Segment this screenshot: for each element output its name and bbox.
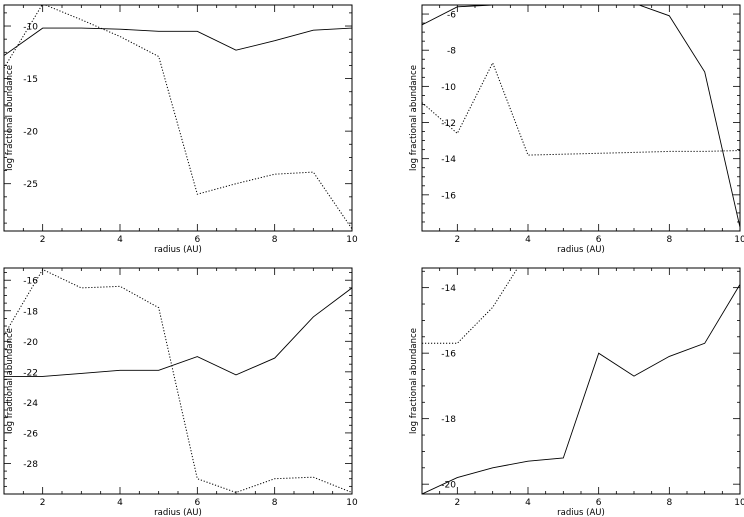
x-tick-label: 8 <box>272 235 278 245</box>
y-axis-label: log fractional abundance <box>409 328 419 434</box>
x-tick-label: 4 <box>525 498 531 508</box>
y-tick-label: -26 <box>23 429 38 439</box>
x-tick-label: 10 <box>346 235 358 245</box>
y-tick-label: -16 <box>441 350 456 360</box>
panel-bottom-right: 2 4 6 8 10 -14 -16 -18 -20 radius (AU) log fractio… <box>409 267 744 517</box>
y-tick-label: -16 <box>23 277 38 287</box>
y-tick-label: -20 <box>23 338 38 348</box>
x-tick-label: 10 <box>734 235 744 245</box>
x-tick-label: 4 <box>525 235 531 245</box>
y-tick-label: -25 <box>23 180 38 190</box>
x-tick-label: 6 <box>596 235 602 245</box>
y-tick-label: -10 <box>441 83 456 93</box>
y-tick-label: -20 <box>23 128 38 138</box>
y-tick-label: -20 <box>441 481 456 491</box>
x-tick-label: 8 <box>666 498 672 508</box>
plot-frame <box>421 4 741 232</box>
y-tick-label: -12 <box>441 119 456 129</box>
x-tick-label: 2 <box>454 235 460 245</box>
x-axis-label: radius (AU) <box>154 508 202 517</box>
x-axis-label: radius (AU) <box>557 245 605 255</box>
y-tick-label: -15 <box>23 75 38 85</box>
x-tick-label: 8 <box>666 235 672 245</box>
x-axis-label: radius (AU) <box>557 508 605 517</box>
series-line-dotted <box>4 268 352 494</box>
x-axis-label: radius (AU) <box>154 245 202 255</box>
y-tick-label: -28 <box>23 460 38 470</box>
series-line-solid <box>422 284 740 494</box>
y-axis-label: log fractional abundance <box>5 328 15 434</box>
x-tick-label: 4 <box>117 498 123 508</box>
x-tick-label: 10 <box>734 498 744 508</box>
y-tick-label: -10 <box>23 23 38 33</box>
x-tick-label: 10 <box>346 498 358 508</box>
y-tick-label: -22 <box>23 368 38 378</box>
x-tick-label: 6 <box>596 498 602 508</box>
series-line-dotted <box>422 268 519 344</box>
panel-top-left: 2 4 6 8 10 -10 -15 -20 -25 radius (AU) log fractio… <box>3 4 358 255</box>
x-tick-label: 6 <box>194 498 200 508</box>
y-tick-label: -14 <box>441 284 456 294</box>
panel-top-right: 2 4 6 8 10 -6 -8 -10 -12 -14 -16 radius (AU) log fra… <box>409 4 744 255</box>
y-tick-label: -6 <box>447 11 456 21</box>
y-tick-label: -18 <box>23 307 38 317</box>
series-line-dotted <box>422 61 740 156</box>
series-line-solid <box>4 27 352 56</box>
x-tick-label: 2 <box>40 235 46 245</box>
y-tick-label: -8 <box>447 47 456 57</box>
plot-frame <box>421 267 741 495</box>
plot-frame <box>3 4 353 232</box>
y-tick-label: -24 <box>23 399 38 409</box>
y-axis-label: log fractional abundance <box>409 65 419 171</box>
x-tick-label: 6 <box>194 235 200 245</box>
y-axis-label: log fractional abundance <box>5 65 15 171</box>
y-tick-label: -16 <box>441 191 456 201</box>
y-tick-label: -14 <box>441 155 456 165</box>
x-tick-label: 4 <box>117 235 123 245</box>
y-tick-label: -18 <box>441 415 456 425</box>
x-tick-label: 2 <box>40 498 46 508</box>
panel-bottom-left: 2 4 6 8 10 -16 -18 -20 -22 -24 -26 -28 radius (AU) lo… <box>3 267 358 517</box>
x-tick-label: 8 <box>272 498 278 508</box>
plot-frame <box>3 267 353 495</box>
x-tick-label: 2 <box>454 498 460 508</box>
series-line-dotted <box>4 5 352 230</box>
series-line-solid <box>422 5 740 228</box>
series-line-solid <box>4 287 352 377</box>
